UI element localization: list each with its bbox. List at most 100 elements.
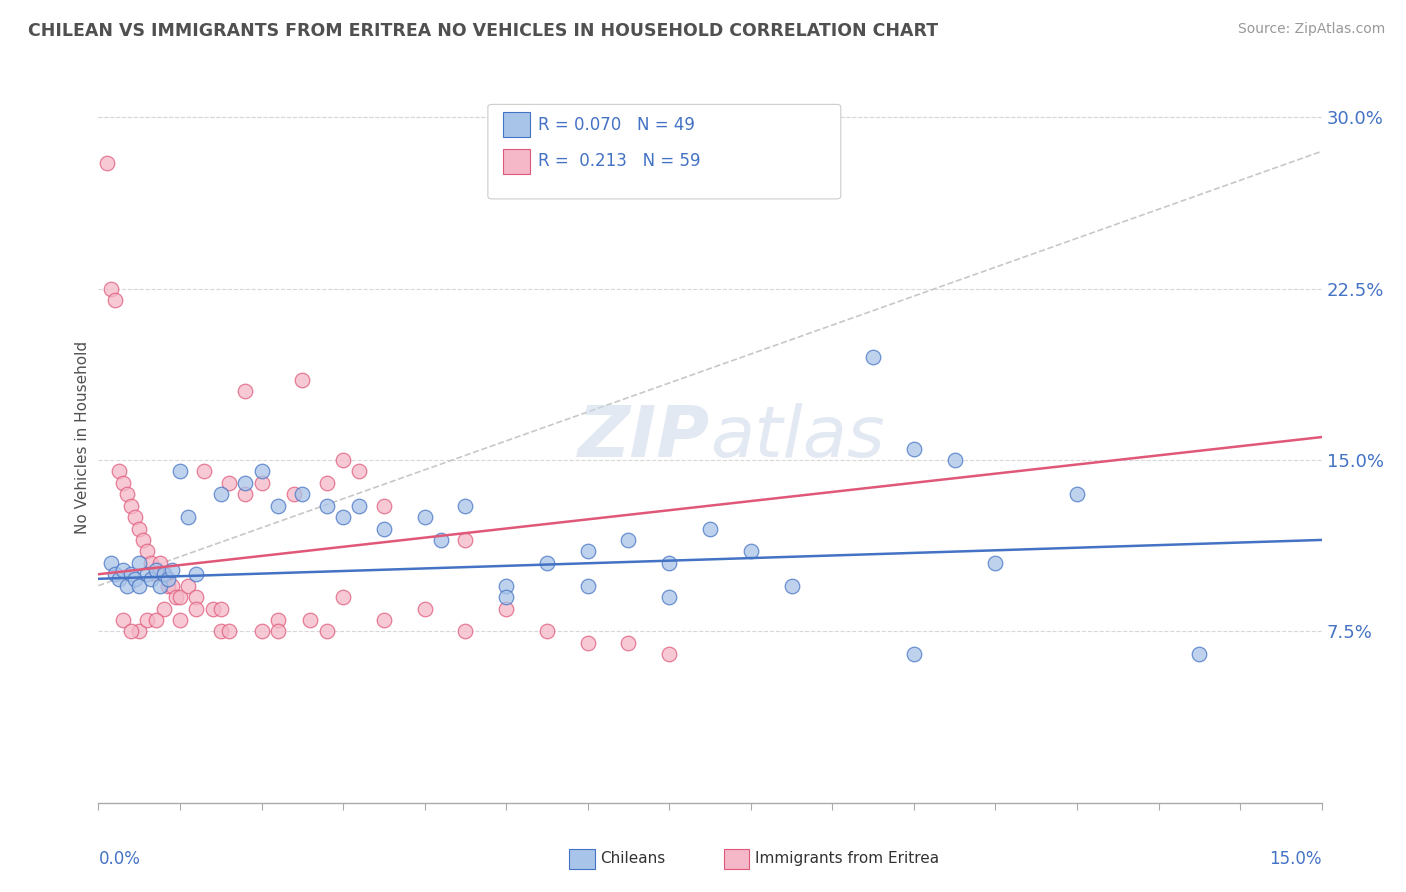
Point — [177, 510, 200, 524]
Text: 0.0%: 0.0% — [98, 850, 141, 868]
Point — [617, 636, 640, 650]
Point — [349, 499, 371, 513]
Point — [250, 475, 273, 490]
Point — [413, 510, 436, 524]
Point — [430, 533, 453, 547]
Point — [160, 579, 183, 593]
Point — [149, 579, 172, 593]
Point — [136, 567, 159, 582]
Point — [495, 590, 517, 604]
Point — [617, 533, 640, 547]
Point — [536, 556, 558, 570]
Point — [218, 475, 240, 490]
Point — [209, 601, 232, 615]
Point — [454, 499, 477, 513]
Text: atlas: atlas — [710, 402, 884, 472]
Point — [740, 544, 762, 558]
Point — [100, 556, 122, 570]
Point — [145, 563, 167, 577]
Point — [96, 155, 118, 169]
Point — [454, 533, 477, 547]
Point — [177, 579, 200, 593]
Point — [780, 579, 803, 593]
Point — [128, 579, 150, 593]
Point — [141, 556, 163, 570]
Point — [495, 579, 517, 593]
Point — [332, 453, 354, 467]
Point — [108, 572, 131, 586]
Point — [186, 567, 208, 582]
Point — [576, 579, 599, 593]
Point — [1066, 487, 1088, 501]
Point — [862, 350, 884, 364]
Point — [145, 613, 167, 627]
Point — [315, 499, 337, 513]
Point — [299, 613, 322, 627]
Point — [152, 601, 174, 615]
Point — [120, 567, 142, 582]
Point — [233, 475, 256, 490]
Point — [169, 590, 191, 604]
Point — [111, 613, 134, 627]
Point — [233, 487, 256, 501]
Point — [186, 601, 208, 615]
Point — [120, 499, 142, 513]
Point — [108, 464, 131, 478]
Y-axis label: No Vehicles in Household: No Vehicles in Household — [75, 341, 90, 533]
Point — [373, 613, 395, 627]
Point — [267, 613, 290, 627]
Point — [209, 624, 232, 639]
Point — [903, 442, 925, 456]
Point — [250, 624, 273, 639]
Point — [201, 601, 224, 615]
Point — [165, 590, 187, 604]
Point — [218, 624, 240, 639]
Point — [699, 521, 721, 535]
Point — [658, 556, 681, 570]
Point — [186, 590, 208, 604]
Text: ZIP: ZIP — [578, 402, 710, 472]
Point — [141, 572, 163, 586]
Point — [903, 647, 925, 661]
Point — [658, 647, 681, 661]
Point — [120, 624, 142, 639]
Point — [495, 601, 517, 615]
Point — [658, 590, 681, 604]
Point — [115, 579, 138, 593]
Point — [576, 544, 599, 558]
Point — [291, 487, 314, 501]
Text: R =  0.213   N = 59: R = 0.213 N = 59 — [538, 153, 702, 170]
Point — [984, 556, 1007, 570]
Point — [128, 556, 150, 570]
Point — [454, 624, 477, 639]
Point — [315, 624, 337, 639]
Point — [132, 533, 155, 547]
Point — [100, 281, 122, 295]
Point — [152, 567, 174, 582]
Point — [152, 567, 174, 582]
Point — [193, 464, 215, 478]
Point — [136, 544, 159, 558]
Point — [160, 563, 183, 577]
Point — [104, 567, 127, 582]
Point — [267, 624, 290, 639]
Point — [943, 453, 966, 467]
Point — [349, 464, 371, 478]
Point — [267, 499, 290, 513]
Point — [209, 487, 232, 501]
Point — [115, 487, 138, 501]
Point — [1188, 647, 1211, 661]
Point — [149, 556, 172, 570]
Point — [156, 579, 179, 593]
Text: Immigrants from Eritrea: Immigrants from Eritrea — [755, 852, 939, 866]
Point — [145, 567, 167, 582]
Point — [315, 475, 337, 490]
Point — [104, 293, 127, 307]
Point — [124, 572, 146, 586]
Point — [291, 373, 314, 387]
Point — [111, 475, 134, 490]
Text: CHILEAN VS IMMIGRANTS FROM ERITREA NO VEHICLES IN HOUSEHOLD CORRELATION CHART: CHILEAN VS IMMIGRANTS FROM ERITREA NO VE… — [28, 22, 938, 40]
Point — [576, 636, 599, 650]
Point — [128, 521, 150, 535]
Point — [136, 613, 159, 627]
